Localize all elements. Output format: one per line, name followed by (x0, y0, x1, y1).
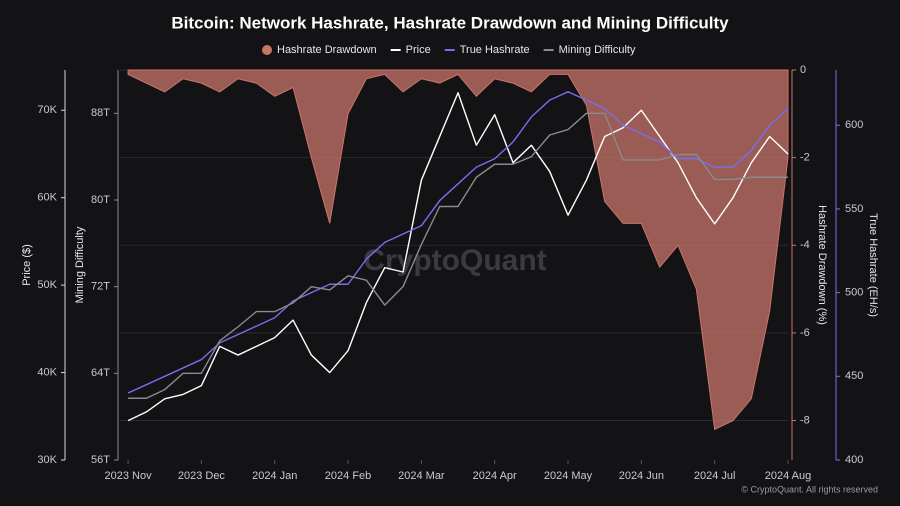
y-tick-label: 56T (91, 454, 110, 466)
chart-title: Bitcoin: Network Hashrate, Hashrate Draw… (171, 13, 729, 32)
legend-swatch (262, 45, 272, 55)
footer: © CryptoQuant. All rights reserved (741, 484, 878, 494)
legend-label: Hashrate Drawdown (277, 44, 377, 56)
y-tick-label: 80T (91, 194, 110, 206)
x-tick-label: 2024 Aug (765, 470, 812, 482)
axis-title: True Hashrate (EH/s) (867, 213, 879, 317)
y-tick-label: -4 (800, 239, 810, 251)
legend: Hashrate Drawdown Price True Hashrate Minin… (262, 44, 636, 56)
y-tick-label: 500 (845, 287, 863, 299)
y-tick-label: 30K (37, 454, 57, 466)
x-tick-label: 2024 Mar (398, 470, 445, 482)
x-tick-label: 2024 May (544, 470, 593, 482)
y-tick-label: 40K (37, 366, 57, 378)
legend-label: Price (406, 44, 431, 56)
x-tick-label: 2024 Jun (619, 470, 664, 482)
y-tick-label: 450 (845, 370, 863, 382)
x-tick-label: 2024 Jul (694, 470, 736, 482)
axis-title: Price ($) (21, 244, 33, 286)
legend-label: True Hashrate (460, 44, 530, 56)
line (127, 92, 789, 422)
x-tick-label: 2023 Nov (105, 470, 153, 482)
line (127, 91, 789, 394)
y-tick-label: -6 (800, 327, 810, 339)
y-tick-label: 600 (845, 119, 863, 131)
axis-title: Hashrate Drawdown (%) (816, 205, 828, 325)
y-tick-label: 72T (91, 281, 110, 293)
y-tick-label: -2 (800, 152, 810, 164)
y-tick-label: 550 (845, 203, 863, 215)
watermark: CryptoQuant (363, 244, 546, 277)
y-tick-label: 400 (845, 454, 863, 466)
y-tick-label: 70K (37, 104, 57, 116)
y-tick-label: -8 (800, 414, 810, 426)
legend-label: Mining Difficulty (559, 44, 636, 56)
x-tick-label: 2024 Jan (252, 470, 297, 482)
y-tick-label: 50K (37, 279, 57, 291)
x-tick-label: 2024 Apr (473, 470, 517, 482)
x-tick-label: 2024 Feb (325, 470, 371, 482)
y-tick-label: 88T (91, 107, 110, 119)
y-tick-label: 60K (37, 192, 57, 204)
axis-title: Mining Difficulty (74, 226, 86, 303)
line (128, 112, 788, 399)
plot-layer (120, 69, 789, 431)
y-tick-label: 64T (91, 367, 110, 379)
x-tick-label: 2023 Dec (178, 470, 226, 482)
y-tick-label: 0 (800, 64, 806, 76)
